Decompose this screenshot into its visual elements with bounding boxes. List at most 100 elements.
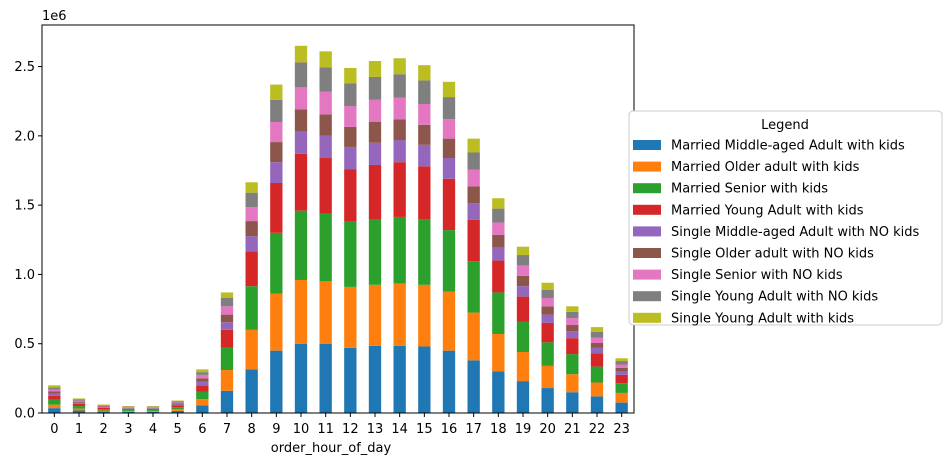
bar-segment-s4-h9 [270, 162, 283, 183]
bar-segment-s7-h3 [122, 406, 135, 408]
bar-segment-s7-h8 [245, 192, 258, 208]
bar-segment-s5-h21 [566, 325, 579, 332]
legend-entry-label: Single Senior with NO kids [671, 268, 843, 283]
bar-segment-s1-h21 [566, 374, 579, 393]
bar-segment-s6-h23 [615, 364, 628, 368]
bar-segment-s8-h5 [171, 400, 184, 402]
bar-segment-s1-h14 [393, 283, 406, 346]
bar-segment-s2-h20 [541, 342, 554, 366]
bar-segment-s4-h19 [516, 286, 530, 297]
bar-segment-s4-h14 [393, 140, 406, 163]
bar-segment-s8-h13 [368, 61, 382, 77]
y-tick-label: 1.0 [14, 268, 35, 283]
bar-segment-s2-h7 [220, 347, 234, 371]
x-tick-label: 11 [317, 422, 334, 437]
legend-swatch [633, 140, 661, 150]
bar-segment-s3-h18 [492, 260, 505, 293]
bar-segment-s0-h22 [590, 396, 604, 413]
bar-segment-s2-h5 [171, 407, 184, 410]
bar-segment-s7-h19 [516, 255, 530, 266]
bar-segment-s7-h12 [344, 83, 357, 107]
bar-segment-s8-h0 [48, 385, 61, 388]
bar-segment-s8-h8 [245, 182, 258, 193]
bar-segment-s8-h20 [541, 282, 554, 290]
bar-segment-s6-h8 [245, 207, 258, 222]
x-tick-label: 0 [50, 422, 58, 437]
bar-segment-s1-h15 [418, 284, 431, 347]
bar-segment-s4-h8 [245, 236, 258, 252]
bar-segment-s3-h7 [220, 329, 234, 348]
bar-segment-s0-h0 [48, 408, 61, 413]
bars-group [48, 45, 628, 413]
bar-segment-s2-h8 [245, 286, 258, 330]
x-tick-label: 6 [198, 422, 206, 437]
bar-segment-s0-h4 [146, 411, 160, 413]
bar-segment-s5-h0 [48, 391, 61, 394]
bar-segment-s7-h17 [467, 152, 480, 170]
bar-segment-s1-h6 [196, 399, 209, 406]
bar-segment-s1-h7 [220, 370, 234, 391]
bar-segment-s0-h17 [467, 360, 480, 413]
bar-segment-s1-h12 [344, 286, 357, 348]
legend-entry-label: Married Middle-aged Adult with kids [671, 139, 905, 154]
bar-segment-s6-h0 [48, 389, 61, 392]
legend-entry-label: Single Older adult with NO kids [671, 247, 874, 262]
bar-segment-s3-h12 [344, 169, 357, 222]
bar-segment-s2-h21 [566, 354, 579, 375]
bar-segment-s4-h21 [566, 331, 579, 339]
bar-segment-s1-h10 [294, 279, 308, 344]
bar-segment-s5-h1 [72, 401, 86, 403]
bar-segment-s8-h9 [270, 84, 283, 100]
x-tick-label: 2 [100, 422, 108, 437]
bar-segment-s7-h9 [270, 99, 283, 122]
x-tick-label: 12 [342, 422, 359, 437]
bar-segment-s4-h15 [418, 144, 431, 167]
legend-entry-label: Single Middle-aged Adult with NO kids [671, 225, 920, 240]
x-tick-label: 1 [75, 422, 83, 437]
bar-segment-s6-h14 [393, 97, 406, 120]
bar-segment-s2-h17 [467, 261, 480, 313]
bar-segment-s3-h15 [418, 166, 431, 220]
bar-segment-s7-h14 [393, 74, 406, 98]
y-axis: 0.0 0.5 1.0 1.5 2.0 2.5 [14, 60, 42, 422]
bar-segment-s8-h16 [442, 81, 456, 98]
bar-segment-s0-h15 [418, 346, 431, 413]
bar-segment-s6-h19 [516, 265, 530, 276]
bar-segment-s5-h17 [467, 186, 480, 204]
bar-segment-s0-h23 [615, 402, 628, 413]
bar-segment-s7-h7 [220, 297, 234, 307]
x-tick-label: 4 [149, 422, 157, 437]
x-tick-label: 3 [124, 422, 132, 437]
bar-segment-s6-h22 [590, 337, 604, 344]
x-tick-label: 13 [367, 422, 384, 437]
bar-segment-s6-h6 [196, 374, 209, 379]
legend-entry-label: Single Young Adult with kids [671, 311, 854, 326]
bar-segment-s8-h3 [122, 406, 135, 407]
legend-entry-label: Married Senior with kids [671, 182, 828, 197]
x-tick-label: 20 [539, 422, 556, 437]
y-tick-label: 0.0 [14, 407, 35, 422]
legend-swatch [633, 226, 661, 237]
bar-segment-s1-h18 [492, 334, 505, 372]
bar-segment-s2-h15 [418, 219, 431, 285]
bar-segment-s4-h7 [220, 322, 234, 330]
bar-segment-s0-h1 [72, 410, 86, 413]
bar-segment-s3-h2 [97, 407, 110, 410]
bar-segment-s8-h6 [196, 369, 209, 373]
bar-segment-s5-h13 [368, 122, 382, 143]
bar-segment-s7-h15 [418, 80, 431, 104]
bar-segment-s4-h4 [146, 408, 160, 409]
bar-segment-s5-h3 [122, 407, 135, 409]
bar-segment-s2-h11 [319, 213, 332, 282]
bar-segment-s3-h0 [48, 395, 61, 400]
bar-segment-s1-h8 [245, 329, 258, 370]
bar-segment-s6-h4 [146, 407, 160, 408]
x-tick-label: 9 [272, 422, 280, 437]
bar-segment-s5-h16 [442, 138, 456, 159]
legend-swatch [633, 248, 661, 258]
x-tick-label: 21 [564, 422, 581, 437]
bar-segment-s6-h18 [492, 222, 505, 235]
bar-segment-s8-h1 [72, 398, 86, 400]
bar-segment-s1-h13 [368, 284, 382, 346]
